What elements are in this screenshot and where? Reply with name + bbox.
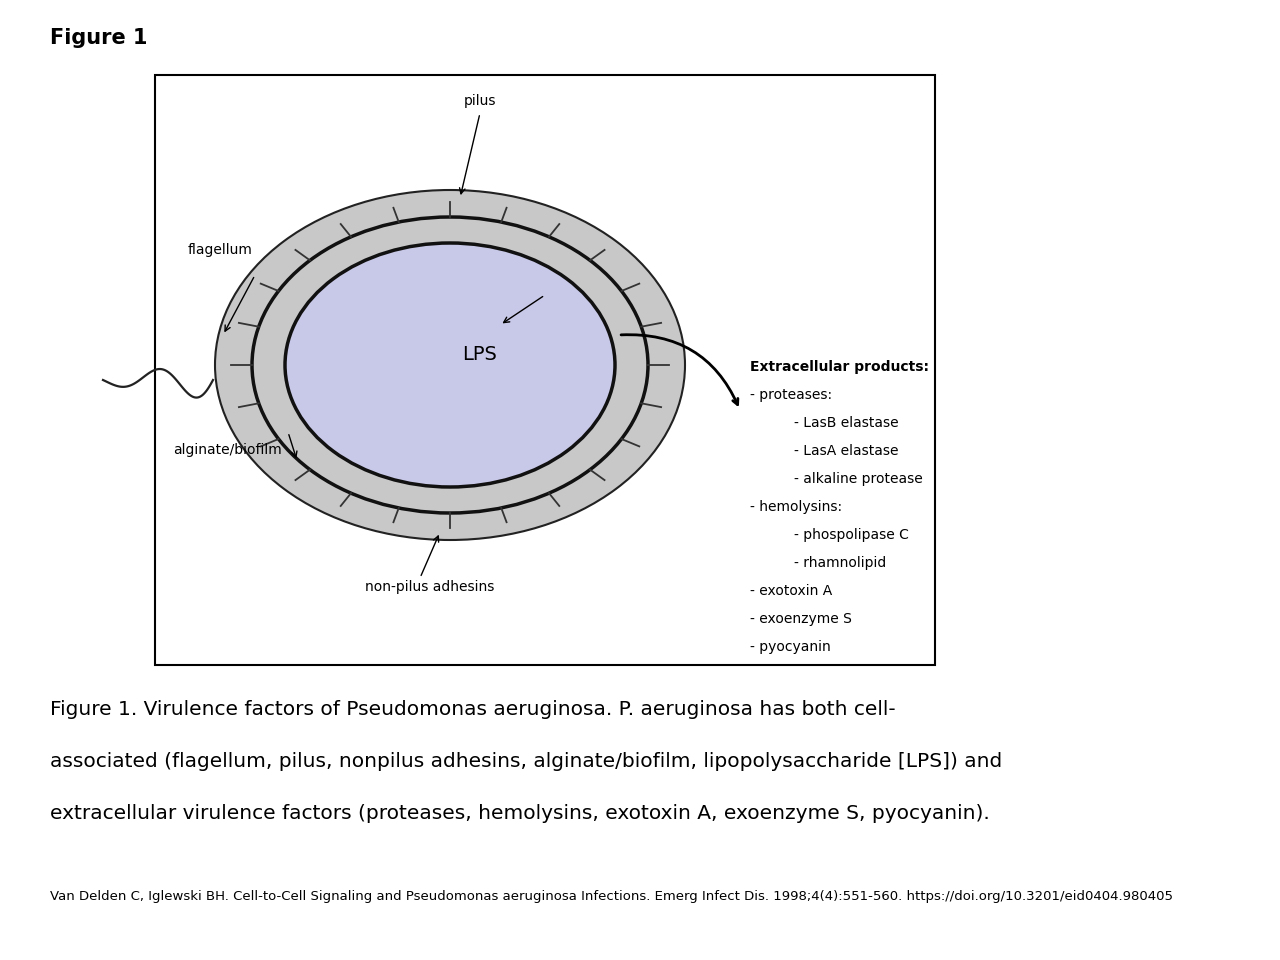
Text: Extracellular products:: Extracellular products:: [750, 360, 929, 374]
Ellipse shape: [285, 243, 614, 487]
Text: Figure 1: Figure 1: [50, 28, 147, 48]
Text: pilus: pilus: [463, 94, 497, 108]
Text: - phospolipase C: - phospolipase C: [794, 528, 909, 542]
Text: flagellum: flagellum: [188, 243, 252, 257]
Text: - LasB elastase: - LasB elastase: [794, 416, 899, 430]
Text: non-pilus adhesins: non-pilus adhesins: [365, 580, 494, 594]
Text: - hemolysins:: - hemolysins:: [750, 500, 842, 514]
Text: - proteases:: - proteases:: [750, 388, 832, 402]
Bar: [155, 75, 934, 665]
Text: alginate/biofilm: alginate/biofilm: [174, 443, 283, 457]
Text: Figure 1. Virulence factors of Pseudomonas aeruginosa. P. aeruginosa has both ce: Figure 1. Virulence factors of Pseudomon…: [50, 700, 896, 719]
Text: - exoenzyme S: - exoenzyme S: [750, 612, 852, 626]
Text: extracellular virulence factors (proteases, hemolysins, exotoxin A, exoenzyme S,: extracellular virulence factors (proteas…: [50, 804, 989, 823]
Text: Van Delden C, Iglewski BH. Cell-to-Cell Signaling and Pseudomonas aeruginosa Inf: Van Delden C, Iglewski BH. Cell-to-Cell …: [50, 890, 1172, 903]
Text: - rhamnolipid: - rhamnolipid: [794, 556, 886, 570]
Text: - pyocyanin: - pyocyanin: [750, 640, 831, 654]
Ellipse shape: [215, 190, 685, 540]
Text: - LasA elastase: - LasA elastase: [794, 444, 899, 458]
Ellipse shape: [252, 217, 648, 513]
Text: - alkaline protease: - alkaline protease: [794, 472, 923, 486]
Text: LPS: LPS: [462, 346, 498, 365]
Text: - exotoxin A: - exotoxin A: [750, 584, 832, 598]
Text: associated (flagellum, pilus, nonpilus adhesins, alginate/biofilm, lipopolysacch: associated (flagellum, pilus, nonpilus a…: [50, 752, 1002, 771]
